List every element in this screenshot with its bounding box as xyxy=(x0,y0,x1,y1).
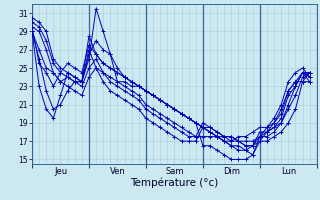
X-axis label: Température (°c): Température (°c) xyxy=(130,177,219,188)
